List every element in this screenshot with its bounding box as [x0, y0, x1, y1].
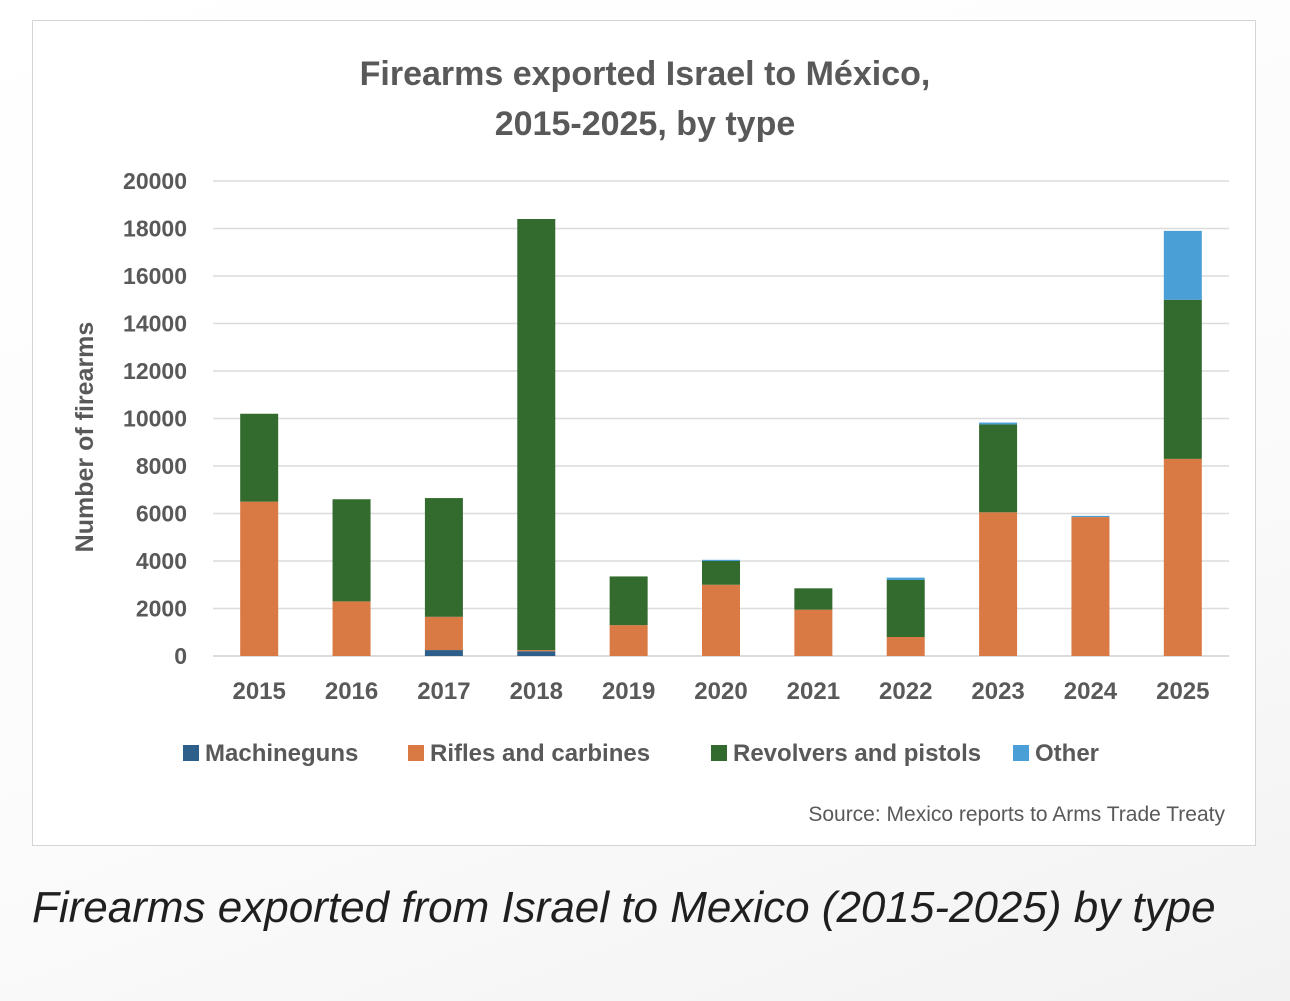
legend-label-other: Other: [1035, 740, 1099, 767]
y-tick-label: 14000: [123, 311, 187, 337]
bars: [240, 219, 1202, 656]
bar-segment-2020-revolvers-and-pistols: [702, 561, 740, 585]
x-tick-label-2017: 2017: [417, 678, 470, 705]
chart-title-line-1: Firearms exported Israel to México,: [360, 55, 931, 93]
bar-segment-2023-revolvers-and-pistols: [979, 424, 1018, 513]
y-tick-label: 12000: [123, 358, 187, 384]
x-tick-labels: 2015 2016 2017 2018 2019 2020 2021 2022 2023 2024…: [232, 678, 1209, 705]
bar-segment-2015-revolvers-and-pistols: [240, 413, 279, 502]
bar-segment-2018-machineguns: [517, 651, 556, 656]
bar-segment-2022-rifles-and-carbines: [886, 637, 925, 656]
bar-segment-2017-revolvers-and-pistols: [424, 498, 463, 617]
x-tick-label-2022: 2022: [879, 678, 932, 705]
bar-segment-2023-other: [979, 422, 1018, 425]
bar-segment-2021-rifles-and-carbines: [794, 609, 833, 656]
x-tick-label-2019: 2019: [602, 678, 655, 705]
stacked-bar-chart: Firearms exported Israel to México, 2015…: [71, 55, 1229, 826]
y-tick-label: 20000: [123, 168, 187, 194]
bar-segment-2022-revolvers-and-pistols: [886, 580, 925, 637]
x-tick-label-2020: 2020: [694, 678, 747, 705]
bar-segment-2025-revolvers-and-pistols: [1163, 299, 1202, 459]
x-tick-label-2025: 2025: [1156, 678, 1209, 705]
bar-segment-2018-revolvers-and-pistols: [517, 219, 556, 651]
y-tick-labels: 0 2000 4000 6000 8000 10000 12000 14000 16000 180…: [123, 168, 187, 669]
y-tick-label: 18000: [123, 216, 187, 242]
x-tick-label-2018: 2018: [510, 678, 563, 705]
bar-segment-2023-rifles-and-carbines: [979, 512, 1018, 656]
legend-label-rifles-and-carbines: Rifles and carbines: [430, 740, 650, 767]
x-tick-label-2016: 2016: [325, 678, 378, 705]
bar-segment-2024-rifles-and-carbines: [1071, 517, 1110, 656]
bar-segment-2018-rifles-and-carbines: [517, 650, 556, 652]
source-note: Source: Mexico reports to Arms Trade Tre…: [808, 803, 1225, 826]
legend-swatch-other: [1013, 745, 1029, 761]
y-tick-label: 2000: [136, 596, 187, 622]
legend-label-revolvers-and-pistols: Revolvers and pistols: [733, 740, 981, 767]
bar-segment-2025-other: [1163, 230, 1202, 300]
x-tick-label-2024: 2024: [1064, 678, 1118, 705]
y-tick-label: 6000: [136, 501, 187, 527]
y-tick-label: 8000: [136, 453, 187, 479]
bar-segment-2016-rifles-and-carbines: [332, 601, 371, 656]
legend-swatch-machineguns: [183, 745, 199, 761]
bar-segment-2019-rifles-and-carbines: [609, 625, 648, 656]
legend-swatch-revolvers-and-pistols: [711, 745, 727, 761]
gridlines: [213, 180, 1229, 657]
y-tick-label: 10000: [123, 406, 187, 432]
bar-segment-2025-rifles-and-carbines: [1163, 458, 1202, 656]
figure-caption: Firearms exported from Israel to Mexico …: [32, 883, 1216, 932]
bar-segment-2020-other: [702, 559, 740, 561]
y-tick-label: 4000: [136, 548, 187, 574]
y-axis-label: Number of firearms: [71, 322, 99, 553]
bar-segment-2024-other: [1071, 515, 1110, 518]
bar-segment-2017-machineguns: [424, 650, 463, 656]
y-tick-label: 0: [174, 643, 187, 669]
legend-swatch-rifles-and-carbines: [408, 745, 424, 761]
chart-frame: Firearms exported Israel to México, 2015…: [32, 20, 1256, 846]
bar-segment-2016-revolvers-and-pistols: [332, 499, 371, 602]
x-tick-label-2015: 2015: [232, 678, 285, 705]
bar-segment-2017-rifles-and-carbines: [424, 616, 463, 651]
bar-segment-2019-revolvers-and-pistols: [609, 576, 648, 626]
bar-segment-2015-rifles-and-carbines: [240, 501, 279, 656]
legend: Machineguns Rifles and carbines Revolvers …: [183, 740, 1099, 767]
x-tick-label-2021: 2021: [787, 678, 840, 705]
bar-segment-2020-rifles-and-carbines: [702, 584, 740, 656]
bar-segment-2021-revolvers-and-pistols: [794, 588, 833, 610]
bar-segment-2022-other: [886, 577, 925, 580]
legend-label-machineguns: Machineguns: [205, 740, 358, 767]
chart-title-line-2: 2015-2025, by type: [495, 105, 796, 143]
x-tick-label-2023: 2023: [971, 678, 1024, 705]
y-tick-label: 16000: [123, 263, 187, 289]
